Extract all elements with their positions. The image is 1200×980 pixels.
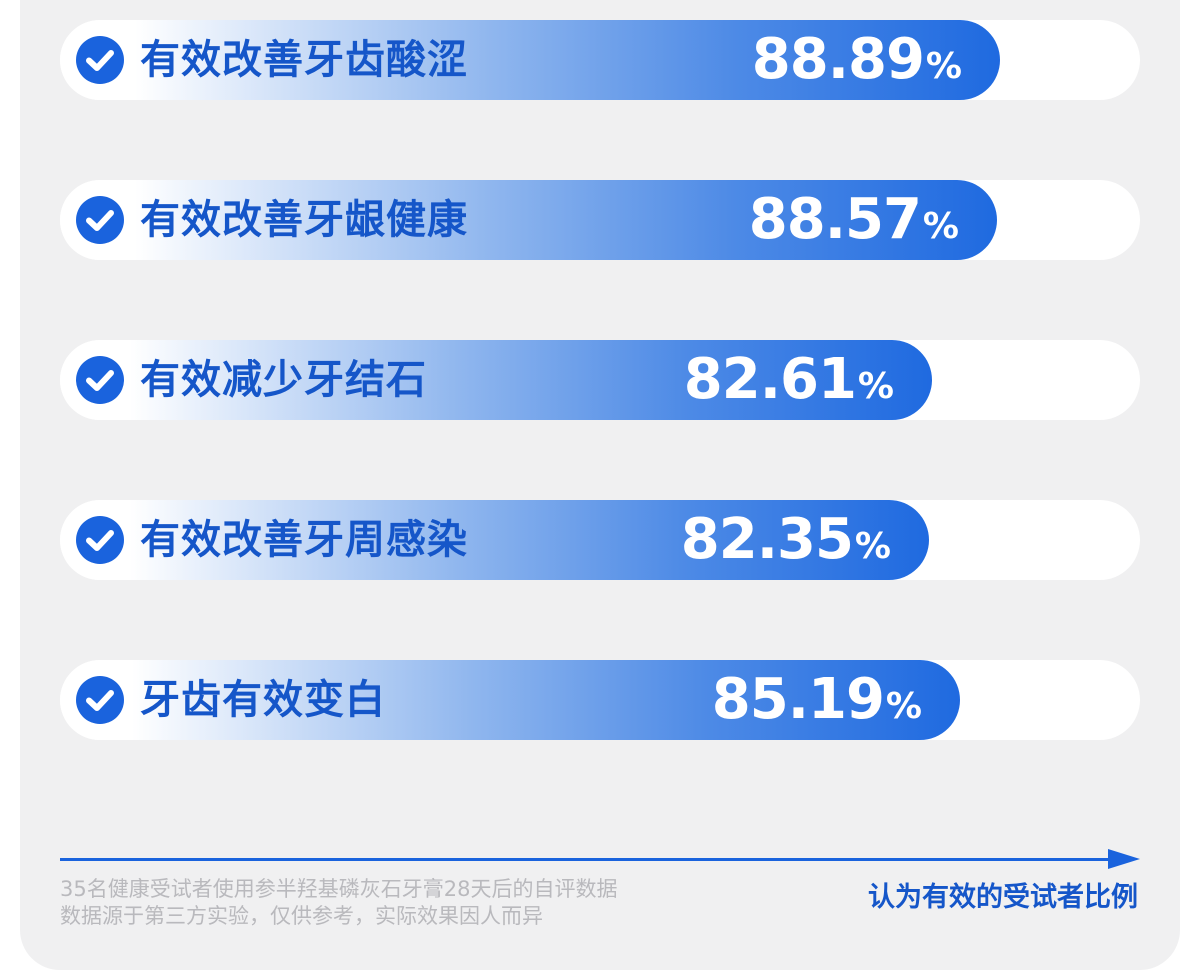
bar-chart: 有效改善牙齿酸涩 88.89% 有效改善牙龈健康 88.57% 有效减少牙结石 82.61… xyxy=(60,20,1140,740)
bar-value-unit: % xyxy=(857,366,894,407)
bar-label: 牙齿有效变白 xyxy=(140,677,386,723)
bar xyxy=(60,660,960,740)
bar-value-number: 85.19 xyxy=(711,667,885,732)
bar-value-number: 88.57 xyxy=(748,187,922,252)
bar-value-label: 88.89% xyxy=(752,28,962,92)
bar-label: 有效改善牙齿酸涩 xyxy=(140,37,468,83)
bar-value-unit: % xyxy=(885,686,922,727)
bar-value-label: 88.57% xyxy=(749,188,959,252)
bar xyxy=(60,20,1000,100)
bar-track: 有效减少牙结石 82.61% xyxy=(60,340,1140,420)
chart-card xyxy=(20,0,1180,970)
bar-value-label: 82.61% xyxy=(684,348,894,412)
bar-label: 有效改善牙龈健康 xyxy=(140,197,468,243)
bar-value-label: 82.35% xyxy=(681,508,891,572)
bar-value-unit: % xyxy=(925,46,962,87)
bar-value-number: 82.61 xyxy=(683,347,857,412)
x-axis-title: 认为有效的受试者比例 xyxy=(868,882,1138,913)
footnote: 35名健康受试者使用参半羟基磷灰石牙膏28天后的自评数据 数据源于第三方实验，仅… xyxy=(60,876,760,930)
bar-value-number: 88.89 xyxy=(751,27,925,92)
check-circle-icon xyxy=(76,356,124,404)
footnote-line-2: 数据源于第三方实验，仅供参考，实际效果因人而异 xyxy=(60,904,543,928)
bar xyxy=(60,500,929,580)
check-circle-icon xyxy=(76,676,124,724)
check-circle-icon xyxy=(76,516,124,564)
bar-track: 牙齿有效变白 85.19% xyxy=(60,660,1140,740)
bar-value-number: 82.35 xyxy=(680,507,854,572)
bar-track: 有效改善牙龈健康 88.57% xyxy=(60,180,1140,260)
bar-label: 有效改善牙周感染 xyxy=(140,517,468,563)
bar-value-label: 85.19% xyxy=(712,668,922,732)
bar-track: 有效改善牙齿酸涩 88.89% xyxy=(60,20,1140,100)
bar-label: 有效减少牙结石 xyxy=(140,357,427,403)
x-axis-arrow-icon xyxy=(1108,849,1140,869)
check-circle-icon xyxy=(76,196,124,244)
check-circle-icon xyxy=(76,36,124,84)
bar-track: 有效改善牙周感染 82.35% xyxy=(60,500,1140,580)
bar-value-unit: % xyxy=(922,206,959,247)
footnote-line-1: 35名健康受试者使用参半羟基磷灰石牙膏28天后的自评数据 xyxy=(60,877,618,901)
bar xyxy=(60,180,997,260)
bar-value-unit: % xyxy=(854,526,891,567)
x-axis-line xyxy=(60,858,1116,861)
bar xyxy=(60,340,932,420)
